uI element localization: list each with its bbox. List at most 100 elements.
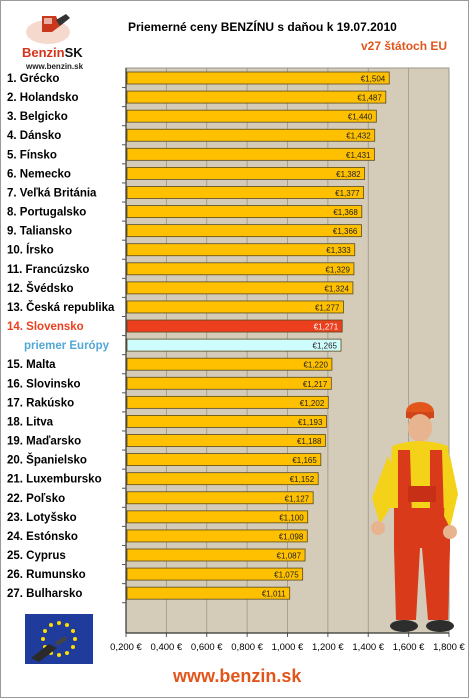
bar [126, 415, 327, 428]
x-tick-label: 1,400 € [352, 642, 384, 653]
bar [126, 434, 326, 447]
bar-value-label: €1,324 [324, 284, 349, 293]
country-label: 23. Lotyšsko [7, 512, 77, 524]
bar [126, 71, 390, 85]
bar [126, 243, 356, 257]
country-label: 18. Litva [7, 416, 54, 428]
bar-value-label: €1,431 [346, 151, 371, 160]
country-label: 14. Slovensko [7, 321, 84, 333]
bar [126, 262, 355, 276]
country-label: 4. Dánsko [7, 130, 61, 142]
country-label: 27. Bulharsko [7, 588, 82, 600]
bar-value-label: €1,504 [361, 75, 386, 84]
country-label: 9. Taliansko [7, 226, 72, 238]
x-tick-label: 0,200 € [110, 642, 142, 653]
bar [126, 357, 333, 371]
mechanic-figure [371, 402, 458, 632]
bar-value-label: €1,366 [333, 227, 358, 236]
x-tick-label: 0,400 € [151, 642, 183, 653]
country-label: 24. Estónsko [7, 531, 78, 543]
country-label: 15. Malta [7, 359, 56, 371]
bar [126, 338, 342, 352]
logo-brand: BenzinSK [22, 45, 83, 60]
bar-value-label: €1,087 [277, 552, 302, 561]
country-label: priemer Európy [24, 340, 110, 352]
country-label: 20. Španielsko [7, 454, 87, 467]
bar [126, 453, 322, 467]
bar [126, 319, 343, 333]
bar [126, 90, 387, 104]
bar-value-label: €1,432 [346, 132, 371, 141]
bar-value-label: €1,487 [357, 94, 382, 103]
bar [126, 166, 366, 180]
bar [126, 472, 319, 486]
country-label: 1. Grécko [7, 73, 59, 85]
x-tick-label: 0,800 € [231, 642, 263, 653]
bar [126, 128, 376, 142]
country-label: 8. Portugalsko [7, 207, 86, 219]
x-tick-label: 1,800 € [433, 642, 465, 653]
bar [126, 567, 304, 581]
bar [126, 491, 314, 505]
country-label: 7. Veľká Británia [7, 187, 97, 199]
bar-value-label: €1,100 [279, 513, 304, 522]
bar [126, 281, 354, 295]
bar-value-label: €1,075 [274, 571, 299, 580]
bar-value-label: €1,202 [300, 399, 325, 408]
bar-value-label: €1,329 [325, 265, 350, 274]
country-label: 21. Luxembursko [7, 474, 102, 486]
bar-value-label: €1,265 [313, 342, 338, 351]
country-label: 17. Rakúsko [7, 397, 74, 409]
bar [126, 529, 308, 543]
country-label: 10. Írsko [7, 244, 54, 257]
x-tick-label: 1,000 € [272, 642, 304, 653]
bar-value-label: €1,165 [292, 456, 317, 465]
bar [126, 224, 362, 238]
country-label: 26. Rumunsko [7, 569, 86, 581]
bar-value-label: €1,152 [290, 475, 315, 484]
bar-value-label: €1,098 [279, 532, 304, 541]
bar-value-label: €1,217 [303, 380, 328, 389]
country-label: 16. Slovinsko [7, 378, 81, 390]
x-tick-label: 1,200 € [312, 642, 344, 653]
bar-value-label: €1,188 [297, 437, 322, 446]
bar-value-label: €1,382 [336, 170, 361, 179]
country-label: 11. Francúzsko [7, 264, 89, 276]
bar-value-label: €1,127 [285, 494, 310, 503]
country-label: 2. Holandsko [7, 92, 79, 104]
bar [126, 376, 332, 390]
bar-value-label: €1,377 [335, 189, 360, 198]
bar [126, 548, 306, 562]
pump-nozzle-icon [26, 14, 70, 44]
x-tick-label: 1,600 € [393, 642, 425, 653]
x-tick-label: 0,600 € [191, 642, 223, 653]
bar [126, 300, 344, 314]
bar-value-label: €1,193 [298, 418, 323, 427]
country-label: 13. Česká republika [7, 301, 115, 314]
country-label: 6. Nemecko [7, 168, 71, 180]
bar [126, 147, 375, 161]
chart-subtitle: v27 štátoch EU [361, 39, 448, 53]
country-label: 12. Švédsko [7, 282, 73, 295]
footer-url[interactable]: www.benzin.sk [173, 666, 302, 686]
bar [126, 510, 309, 524]
country-label: 22. Poľsko [7, 493, 65, 505]
bar-value-label: €1,368 [333, 208, 358, 217]
country-label: 19. Maďarsko [7, 436, 81, 448]
bar [126, 109, 377, 123]
bar-value-label: €1,277 [315, 303, 340, 312]
chart-title: Priemerné ceny BENZÍNU s daňou k 19.07.2… [128, 20, 397, 34]
bar-value-label: €1,271 [314, 323, 339, 332]
country-label: 3. Belgicko [7, 111, 68, 123]
bar [126, 205, 363, 218]
benzin-logo[interactable]: BenzinSK www.benzin.sk [12, 12, 84, 71]
bar-value-label: €1,011 [262, 590, 286, 599]
country-label: 5. Fínsko [7, 149, 57, 161]
bar-value-label: €1,440 [348, 113, 373, 122]
bar-value-label: €1,220 [303, 361, 328, 370]
country-label: 25. Cyprus [7, 550, 66, 562]
bar [126, 186, 365, 199]
logo-url: www.benzin.sk [26, 62, 84, 71]
eu-flag-icon [25, 614, 93, 664]
